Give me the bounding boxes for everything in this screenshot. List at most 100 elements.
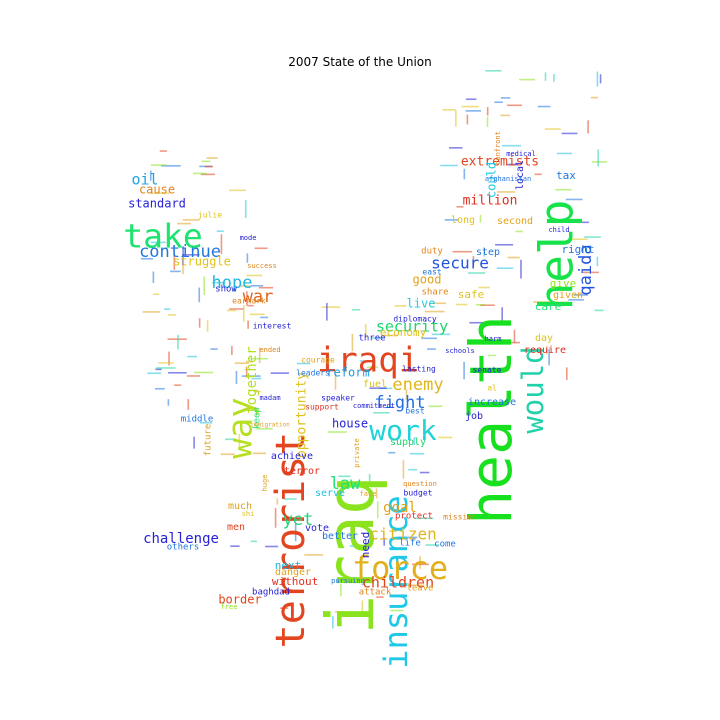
cloud-word: given [553,290,583,301]
cloud-word: work [369,414,437,447]
cloud-word: take [123,217,202,256]
cloud-word: war [243,287,274,307]
cloud-word: long [451,215,475,226]
cloud-word: three [358,334,385,344]
tiny-word-mark [582,271,599,274]
tiny-word-mark [402,460,405,479]
cloud-word: struggle [173,255,231,269]
cloud-word: baghdad [252,588,290,598]
tiny-word-mark [150,192,170,195]
cloud-word: live [407,297,436,311]
tiny-word-mark [475,304,485,306]
tiny-word-mark [594,309,604,312]
cloud-word: middle [181,415,214,425]
cloud-word: lasting [402,365,436,374]
cloud-word: insurance [377,495,415,668]
cloud-word: could [485,162,499,198]
tiny-word-mark [376,596,384,598]
tiny-word-mark [534,173,542,176]
tiny-word-mark [251,377,262,380]
cloud-word: julie [198,211,222,220]
tiny-word-mark [465,98,477,101]
tiny-word-mark [466,114,469,125]
tiny-word-mark [501,341,520,344]
cloud-word: tax [556,169,576,182]
tiny-word-mark [167,314,177,316]
tiny-word-mark [254,247,268,250]
tiny-word-mark [242,305,245,322]
tiny-word-mark [561,132,578,135]
tiny-word-mark [442,108,456,111]
cloud-word: duty [421,247,443,257]
tiny-word-mark [352,308,361,311]
tiny-word-mark [479,214,482,223]
tiny-word-mark [590,96,599,99]
cloud-word: terror [284,466,320,477]
cloud-word: question [403,480,437,488]
cloud-word: pursuing [331,577,365,585]
cloud-word: attack [359,588,392,598]
tiny-word-mark [212,281,226,284]
cloud-word: terrorist [268,432,314,649]
tiny-word-mark [220,453,235,456]
tiny-word-mark [258,347,261,364]
tiny-word-mark [513,329,516,343]
cloud-word: much [228,501,252,512]
tiny-word-mark [258,286,274,289]
cloud-word: commitment [353,402,395,410]
tiny-word-mark [390,609,404,612]
cloud-word: medical [506,150,536,158]
tiny-word-mark [405,389,408,401]
tiny-word-mark [373,412,390,414]
cloud-word: al [487,384,497,393]
cloud-word: million [463,194,518,209]
tiny-word-mark [596,256,599,267]
tiny-word-mark [557,152,572,155]
tiny-word-mark [147,372,162,375]
tiny-word-mark [565,367,568,380]
tiny-word-mark [164,308,171,310]
cloud-word: leaders [296,369,330,378]
cloud-word: border [218,593,261,607]
cloud-word: vote [305,523,329,534]
cloud-word: right [561,243,594,256]
tiny-word-mark [304,554,324,556]
cloud-word: east [422,268,441,277]
tiny-word-mark [591,161,608,163]
cloud-word: achieve [271,451,313,462]
tiny-word-mark [501,307,503,325]
tiny-word-mark [502,144,522,147]
tiny-word-mark [284,604,292,606]
tiny-word-mark [167,371,187,374]
cloud-word: opportunity [295,372,310,458]
tiny-word-mark [449,147,463,149]
tiny-word-mark [210,348,218,350]
tiny-word-mark [383,537,385,546]
cloud-word: would [516,346,550,433]
tiny-word-mark [250,540,257,543]
cloud-word: day [535,333,553,344]
tiny-word-mark [408,468,418,471]
tiny-word-mark [568,299,584,301]
cloud-word: local [515,160,526,190]
tiny-word-mark [241,375,261,377]
cloud-word: reform [326,366,369,380]
tiny-word-mark [478,286,490,289]
cloud-word: budget [404,489,433,498]
tiny-word-mark [533,301,552,303]
tiny-word-mark [240,285,251,287]
tiny-word-mark [397,536,418,539]
tiny-word-mark [246,360,253,363]
tiny-word-mark [153,293,160,296]
tiny-word-mark [159,150,167,152]
cloud-word: support [305,403,339,412]
tiny-word-mark [487,354,496,357]
tiny-word-mark [500,114,511,117]
cloud-word: security [376,318,448,336]
cloud-word: keep [253,407,263,429]
tiny-word-mark [444,219,459,221]
tiny-word-mark [334,371,337,390]
tiny-word-mark [140,257,154,260]
tiny-word-mark [371,337,385,339]
